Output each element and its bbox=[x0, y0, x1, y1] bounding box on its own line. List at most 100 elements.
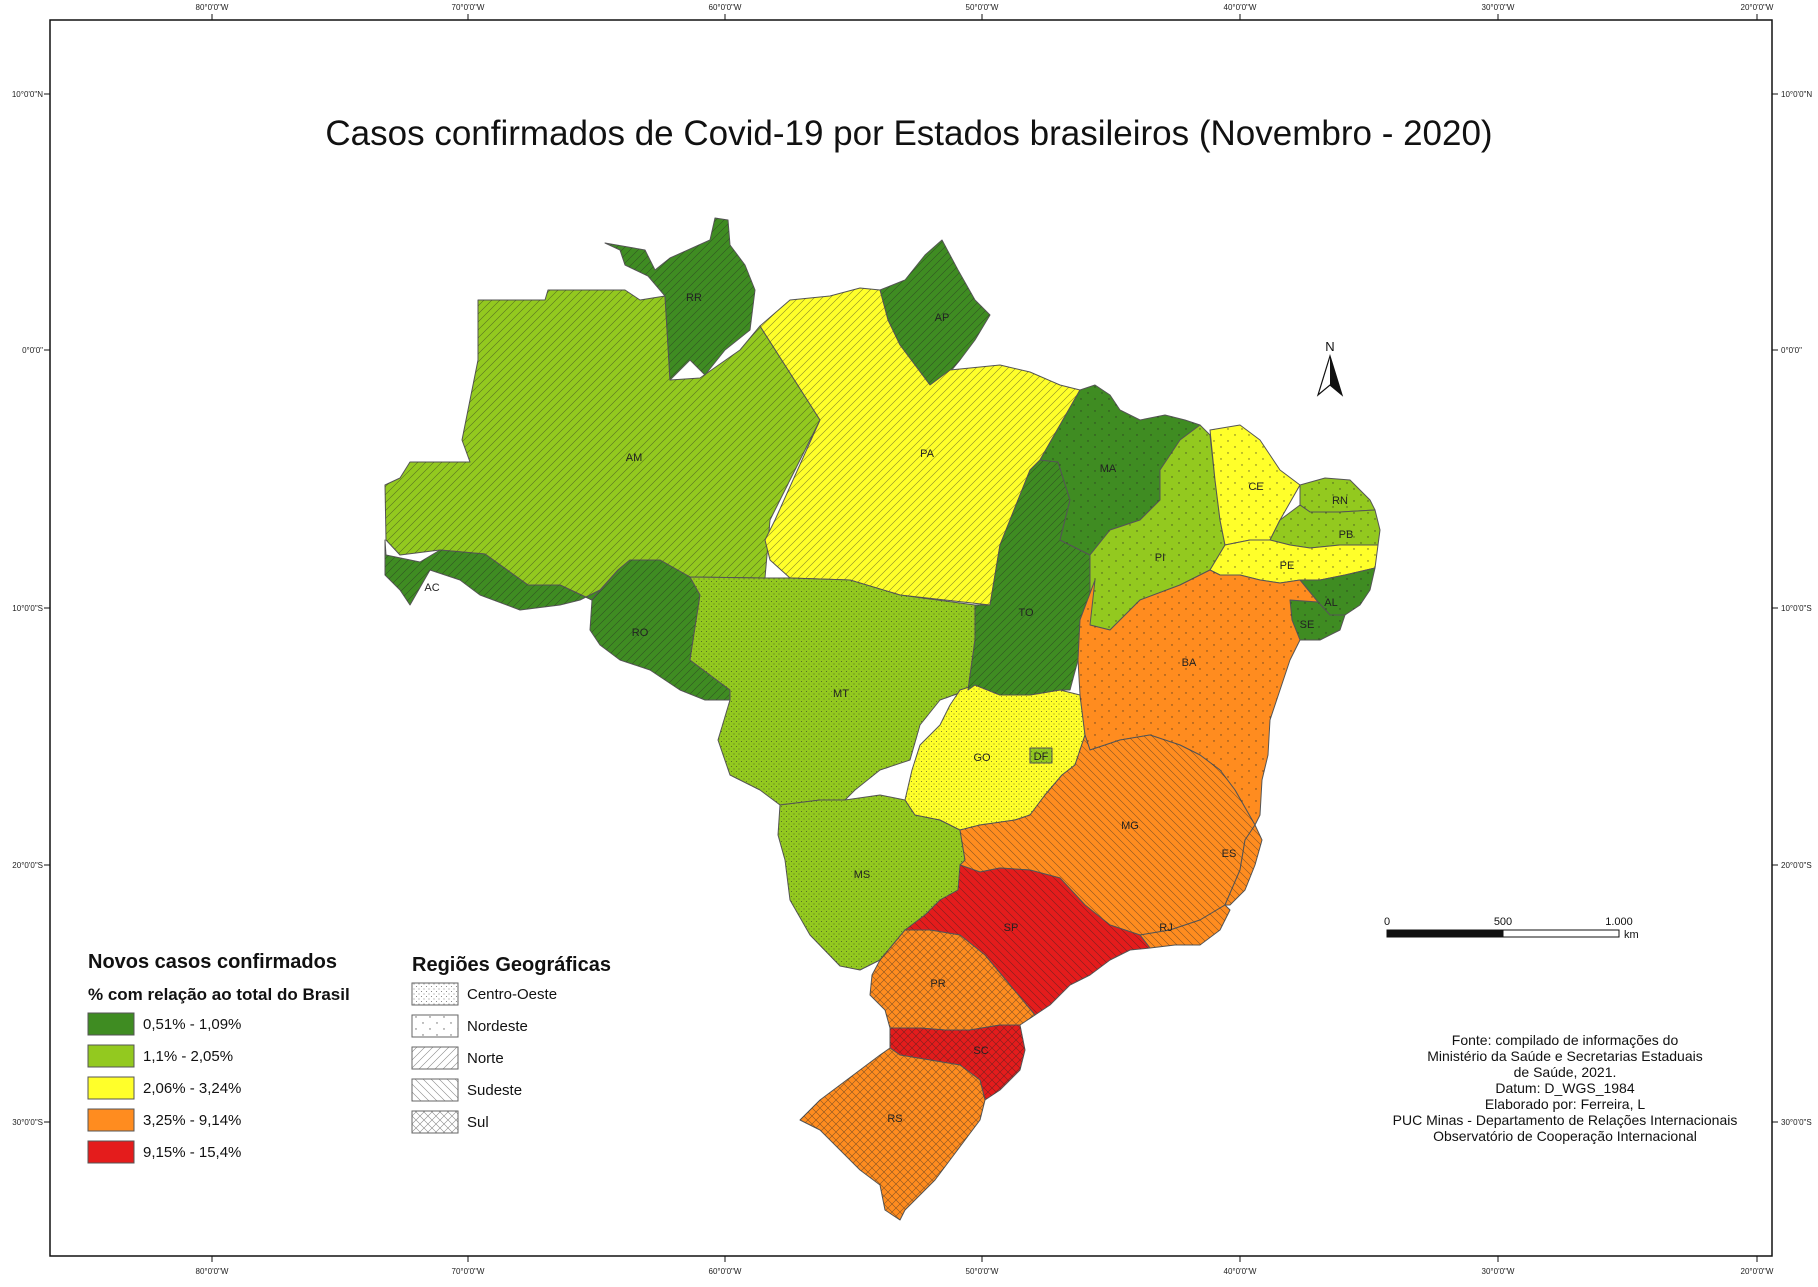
legend-case-label: 1,1% - 2,05% bbox=[143, 1048, 233, 1065]
state-pattern-am bbox=[385, 290, 820, 600]
legend-cases-subtitle: % com relação ao total do Brasil bbox=[88, 985, 350, 1004]
state-label-ba: BA bbox=[1182, 657, 1197, 669]
legend-case-swatch bbox=[87, 1140, 135, 1164]
state-pr[interactable] bbox=[869, 929, 1036, 1031]
tick-right: 20°0'0"S bbox=[1781, 861, 1812, 870]
state-mt[interactable] bbox=[689, 576, 976, 806]
legend-region-label: Nordeste bbox=[467, 1018, 528, 1035]
state-ms[interactable] bbox=[777, 794, 966, 971]
tick-left: 20°0'0"S bbox=[12, 861, 43, 870]
state-label-ac: AC bbox=[424, 582, 439, 594]
legend-region-label: Sudeste bbox=[467, 1082, 522, 1099]
state-to[interactable] bbox=[967, 459, 1096, 696]
north-arrow: N bbox=[1316, 339, 1344, 397]
state-label-ro: RO bbox=[632, 627, 649, 639]
legend-region-swatch bbox=[411, 1046, 459, 1070]
state-label-to: TO bbox=[1018, 607, 1034, 619]
legend-case-swatch bbox=[87, 1108, 135, 1132]
state-pattern-se bbox=[1290, 600, 1345, 640]
state-ro[interactable] bbox=[589, 559, 731, 701]
state-label-pb: PB bbox=[1339, 529, 1354, 541]
tick-bottom: 80°0'0"W bbox=[196, 1267, 229, 1276]
tick-right: 10°0'0"N bbox=[1781, 90, 1812, 99]
state-pattern-mg bbox=[960, 735, 1255, 935]
state-labels: RR AP AM PA AC RO TO MA PI CE RN PB PE A… bbox=[424, 292, 1353, 1125]
source-line: Datum: D_WGS_1984 bbox=[1495, 1080, 1634, 1096]
tick-top: 20°0'0"W bbox=[1741, 3, 1774, 12]
state-df[interactable] bbox=[1029, 747, 1053, 764]
source-line: Observatório de Cooperação Internacional bbox=[1433, 1128, 1697, 1144]
state-ac[interactable] bbox=[384, 539, 619, 611]
legend-cases-title: Novos casos confirmados bbox=[88, 951, 337, 973]
tick-right: 30°0'0"S bbox=[1781, 1118, 1812, 1127]
state-pattern-pb bbox=[1270, 505, 1380, 548]
source-line: PUC Minas - Departamento de Relações Int… bbox=[1393, 1112, 1738, 1128]
tick-top: 30°0'0"W bbox=[1482, 3, 1515, 12]
legend-region-swatch bbox=[411, 1110, 459, 1134]
state-pattern-ac bbox=[385, 540, 618, 610]
tick-right: 0°0'0" bbox=[1781, 346, 1802, 355]
state-pattern-ro bbox=[590, 560, 730, 700]
state-am[interactable] bbox=[384, 289, 821, 601]
source-line: Ministério da Saúde e Secretarias Estadu… bbox=[1427, 1048, 1702, 1064]
legend-regions-title: Regiões Geográficas bbox=[412, 954, 611, 976]
state-label-ma: MA bbox=[1100, 463, 1117, 475]
state-label-pi: PI bbox=[1155, 552, 1165, 564]
state-label-sc: SC bbox=[973, 1045, 988, 1057]
state-sp[interactable] bbox=[904, 864, 1151, 1016]
legend-case-swatch bbox=[87, 1044, 135, 1068]
source-line: Fonte: compilado de informações do bbox=[1452, 1032, 1679, 1048]
state-pi[interactable] bbox=[1089, 424, 1226, 631]
tick-right: 10°0'0"S bbox=[1781, 604, 1812, 613]
state-pattern-mt bbox=[690, 577, 975, 805]
tick-left: 10°0'0"S bbox=[12, 604, 43, 613]
state-rr[interactable] bbox=[604, 217, 756, 381]
state-go[interactable] bbox=[904, 684, 1086, 831]
state-label-ce: CE bbox=[1248, 481, 1263, 493]
state-pattern-go bbox=[905, 685, 1085, 830]
legend-cases: Novos casos confirmados % com relação ao… bbox=[87, 951, 350, 1164]
tick-bottom: 50°0'0"W bbox=[966, 1267, 999, 1276]
source-line: Elaborado por: Ferreira, L bbox=[1485, 1096, 1646, 1112]
state-pattern-es bbox=[1225, 825, 1262, 905]
state-pattern-sp bbox=[905, 865, 1150, 1015]
state-pa[interactable] bbox=[759, 287, 1081, 606]
source-line: de Saúde, 2021. bbox=[1514, 1064, 1617, 1080]
state-rs[interactable] bbox=[799, 1047, 986, 1221]
state-label-mg: MG bbox=[1121, 820, 1139, 832]
state-sc[interactable] bbox=[889, 1024, 1026, 1101]
state-pattern-ma bbox=[1040, 385, 1200, 555]
state-pattern-df bbox=[1030, 748, 1052, 763]
scale-unit: km bbox=[1624, 929, 1639, 941]
tick-bottom: 20°0'0"W bbox=[1741, 1267, 1774, 1276]
state-pattern-rn bbox=[1300, 478, 1375, 512]
scale-tick: 500 bbox=[1494, 916, 1512, 928]
state-pb[interactable] bbox=[1269, 504, 1381, 549]
state-label-al: AL bbox=[1324, 597, 1337, 609]
state-pattern-ms bbox=[778, 795, 965, 970]
state-rj[interactable] bbox=[1139, 904, 1231, 949]
state-label-pr: PR bbox=[930, 978, 945, 990]
state-es[interactable] bbox=[1224, 824, 1263, 906]
state-pe[interactable] bbox=[1209, 539, 1379, 584]
tick-top: 40°0'0"W bbox=[1224, 3, 1257, 12]
legend-case-label: 0,51% - 1,09% bbox=[143, 1016, 241, 1033]
state-label-rj: RJ bbox=[1159, 922, 1172, 934]
tick-top: 80°0'0"W bbox=[196, 3, 229, 12]
scale-tick: 0 bbox=[1384, 916, 1390, 928]
state-ma[interactable] bbox=[1039, 384, 1201, 556]
legend-region-label: Norte bbox=[467, 1050, 504, 1067]
legend-case-swatch bbox=[87, 1012, 135, 1036]
state-pattern-pe bbox=[1210, 540, 1378, 583]
state-pattern-sc bbox=[890, 1025, 1025, 1100]
state-label-ap: AP bbox=[935, 312, 950, 324]
north-label: N bbox=[1325, 339, 1334, 354]
state-pattern-ce bbox=[1210, 425, 1300, 545]
tick-left: 0°0'0" bbox=[22, 346, 43, 355]
legend-case-label: 9,15% - 15,4% bbox=[143, 1144, 241, 1161]
state-label-pa: PA bbox=[920, 448, 935, 460]
state-label-pe: PE bbox=[1280, 560, 1295, 572]
state-ba[interactable] bbox=[1077, 569, 1319, 826]
state-pattern-pa bbox=[760, 288, 1080, 605]
